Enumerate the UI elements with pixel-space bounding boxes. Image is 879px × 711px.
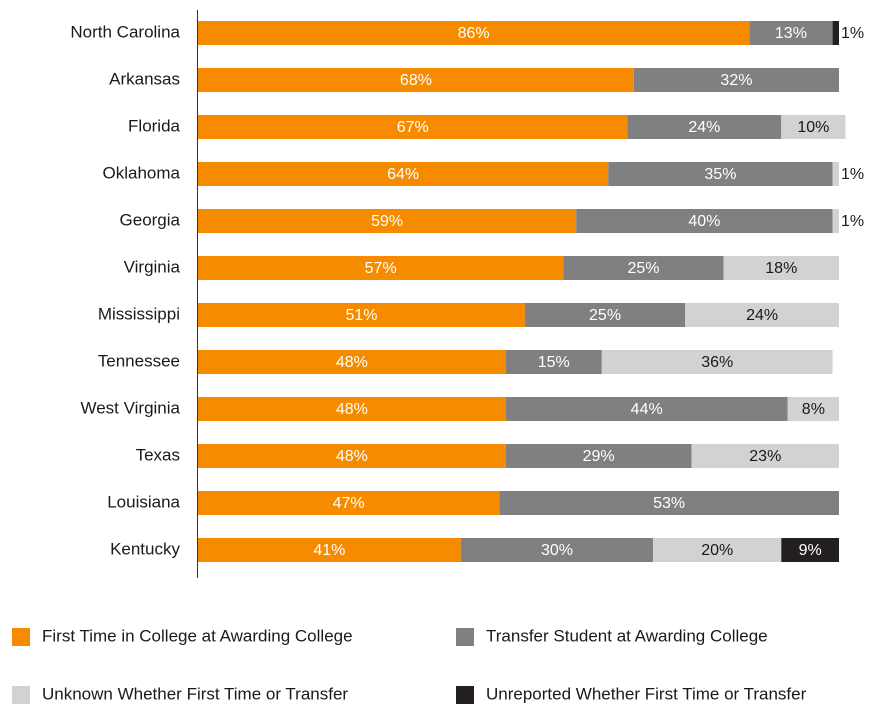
bar-segment — [601, 350, 833, 374]
bar-segment — [198, 538, 461, 562]
value-label: 51% — [345, 307, 377, 324]
category-label: Virginia — [124, 257, 181, 276]
legend-label: Unreported Whether First Time or Transfe… — [486, 684, 807, 703]
legend-swatch — [456, 686, 474, 704]
category-label: Florida — [128, 116, 181, 135]
bar-segment — [198, 256, 564, 280]
value-label: 30% — [541, 542, 573, 559]
bar-segment — [198, 491, 500, 515]
value-label: 1% — [841, 25, 864, 42]
category-label: Georgia — [120, 210, 181, 229]
bar-segment — [198, 303, 525, 327]
bar-segment — [832, 21, 839, 45]
legend-swatch — [12, 686, 30, 704]
category-label: Texas — [136, 445, 180, 464]
value-label: 25% — [589, 307, 621, 324]
value-label: 25% — [627, 260, 659, 277]
bar-segment — [198, 162, 609, 186]
value-label: 48% — [336, 448, 368, 465]
bar-segment — [653, 538, 782, 562]
value-label: 15% — [538, 354, 570, 371]
value-label: 64% — [387, 166, 419, 183]
value-label: 1% — [841, 166, 864, 183]
bar-segment — [781, 115, 846, 139]
value-label: 24% — [688, 119, 720, 136]
legend-swatch — [12, 628, 30, 646]
value-label: 44% — [631, 401, 663, 418]
category-label: Louisiana — [107, 492, 180, 511]
category-label: North Carolina — [70, 22, 180, 41]
value-label: 41% — [313, 542, 345, 559]
bar-segment — [832, 162, 839, 186]
value-label: 48% — [336, 354, 368, 371]
bar-segment — [505, 444, 692, 468]
bar-segment — [198, 21, 750, 45]
value-label: 20% — [701, 542, 733, 559]
value-label: 9% — [799, 542, 822, 559]
value-label: 48% — [336, 401, 368, 418]
value-label: 1% — [841, 213, 864, 230]
bar-segment — [563, 256, 724, 280]
bar-segment — [460, 538, 654, 562]
bar-segment — [781, 538, 839, 562]
value-label: 67% — [397, 119, 429, 136]
value-label: 86% — [458, 25, 490, 42]
value-label: 35% — [704, 166, 736, 183]
value-label: 8% — [802, 401, 825, 418]
category-label: West Virginia — [80, 398, 180, 417]
value-label: 24% — [746, 307, 778, 324]
bar-segment — [198, 209, 577, 233]
bar-segment — [832, 209, 839, 233]
bar-segment — [198, 68, 634, 92]
bar-segment — [627, 115, 782, 139]
value-label: 40% — [688, 213, 720, 230]
bar-segment — [691, 444, 839, 468]
bar-segment — [505, 350, 602, 374]
value-label: 13% — [775, 25, 807, 42]
category-label: Kentucky — [110, 539, 180, 558]
value-label: 32% — [720, 72, 752, 89]
bar-segment — [198, 397, 506, 421]
legend-swatch — [456, 628, 474, 646]
bar-segment — [198, 115, 628, 139]
bar-segment — [505, 397, 788, 421]
value-label: 18% — [765, 260, 797, 277]
bar-segment — [685, 303, 839, 327]
category-label: Mississippi — [98, 304, 180, 323]
legend-label: Unknown Whether First Time or Transfer — [42, 684, 348, 703]
bar-segment — [499, 491, 839, 515]
bar-segment — [608, 162, 833, 186]
bar-segment — [633, 68, 839, 92]
bar-segment — [198, 444, 506, 468]
bar-segment — [749, 21, 833, 45]
bar-segment — [787, 397, 839, 421]
category-label: Arkansas — [109, 69, 180, 88]
value-label: 68% — [400, 72, 432, 89]
value-label: 59% — [371, 213, 403, 230]
legend-label: Transfer Student at Awarding College — [486, 626, 768, 645]
category-label: Oklahoma — [103, 163, 181, 182]
bar-segment — [723, 256, 839, 280]
value-label: 57% — [365, 260, 397, 277]
value-label: 29% — [583, 448, 615, 465]
value-label: 10% — [797, 119, 829, 136]
bar-segment — [198, 350, 506, 374]
bar-segment — [524, 303, 686, 327]
category-label: Tennessee — [98, 351, 180, 370]
bar-segment — [576, 209, 833, 233]
legend-label: First Time in College at Awarding Colleg… — [42, 626, 353, 645]
value-label: 36% — [701, 354, 733, 371]
value-label: 23% — [749, 448, 781, 465]
value-label: 47% — [333, 495, 365, 512]
value-label: 53% — [653, 495, 685, 512]
